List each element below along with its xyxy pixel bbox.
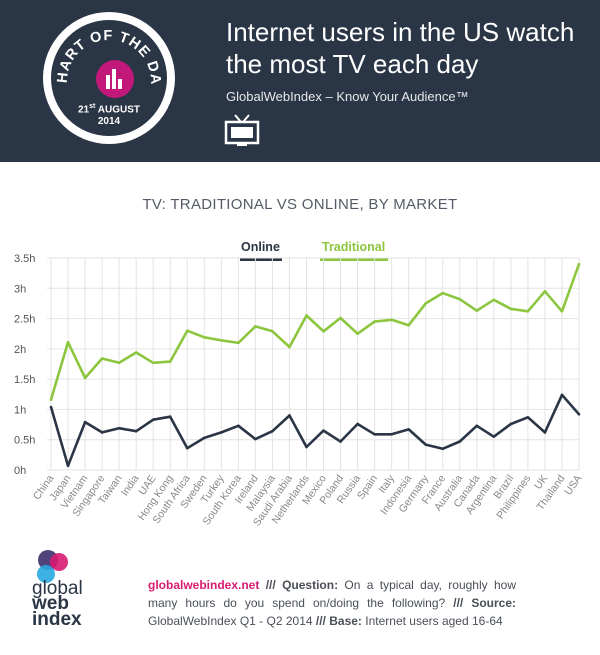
data-point-traditional (390, 318, 393, 322)
data-point-traditional (185, 329, 189, 332)
data-point-traditional (100, 357, 104, 360)
data-point-online (356, 422, 359, 426)
subtitle: GlobalWebIndex – Know Your Audience™ (226, 89, 469, 104)
y-tick-label: 2.5h (14, 314, 35, 326)
y-tick-label: 3h (14, 283, 26, 295)
data-point-traditional (202, 336, 206, 339)
data-point-traditional (509, 307, 513, 311)
data-point-online (66, 464, 70, 468)
data-point-online (339, 440, 342, 443)
data-point-traditional (560, 310, 564, 313)
data-point-online (577, 412, 581, 416)
site-link[interactable]: globalwebindex.net (148, 578, 260, 592)
data-point-online (202, 436, 206, 440)
data-point-online (526, 416, 530, 419)
y-tick-label: 3.5h (14, 253, 35, 265)
data-point-traditional (475, 309, 479, 312)
data-point-online (305, 445, 308, 449)
data-point-online (475, 424, 479, 428)
tv-icon (224, 114, 260, 146)
badge-inner: CHART OF THE DAY 21st AUGUST 2014 (51, 20, 167, 136)
data-point-online (83, 420, 87, 424)
data-point-online (151, 418, 155, 422)
data-point-traditional (288, 345, 291, 349)
legend-online-label: Online (241, 240, 280, 254)
data-point-online (492, 435, 496, 438)
badge-date-year: 2014 (97, 116, 121, 127)
data-point-online (509, 422, 513, 426)
data-point-online (134, 429, 138, 433)
series-line-traditional (49, 263, 581, 401)
data-point-online (49, 405, 53, 409)
data-point-traditional (577, 262, 581, 266)
data-point-traditional (271, 329, 274, 333)
legend-traditional-line (320, 258, 388, 261)
data-point-online (288, 414, 291, 417)
data-point-online (322, 429, 325, 432)
data-point-traditional (49, 398, 53, 402)
data-point-online (390, 432, 393, 436)
footer-source-note: globalwebindex.net /// Question: On a ty… (148, 578, 517, 628)
data-point-traditional (424, 302, 428, 305)
data-point-online (100, 431, 104, 434)
data-point-traditional (83, 376, 87, 380)
data-point-traditional (66, 340, 70, 344)
data-point-traditional (168, 360, 172, 363)
y-tick-label: 0.5h (14, 435, 35, 447)
y-tick-label: 0h (14, 465, 26, 477)
data-point-online (543, 431, 547, 434)
data-point-traditional (356, 332, 359, 336)
logo-line1: global (32, 578, 83, 599)
data-point-traditional (151, 361, 155, 365)
series-line-online (49, 393, 580, 468)
data-point-online (237, 424, 240, 428)
chart-of-the-day-badge: CHART OF THE DAY 21st AUGUST 2014 (43, 12, 175, 144)
data-point-traditional (220, 339, 223, 342)
line-chart: 0h0.5h1h1.5h2h2.5h3h3.5hChinaJapanVietna… (14, 253, 584, 528)
data-point-traditional (441, 291, 445, 295)
data-point-traditional (407, 323, 410, 327)
data-point-traditional (543, 290, 547, 293)
data-point-online (441, 447, 445, 451)
legend-traditional-label: Traditional (322, 240, 386, 254)
data-point-online (168, 415, 172, 418)
data-point-online (458, 440, 462, 443)
data-point-traditional (322, 329, 325, 333)
logo-line3: index (32, 609, 82, 630)
data-point-online (560, 393, 564, 397)
data-point-online (407, 428, 410, 431)
data-point-traditional (526, 310, 530, 313)
logo-line2: web (31, 593, 69, 614)
data-point-traditional (492, 298, 496, 302)
data-point-online (254, 437, 257, 441)
data-point-online (220, 431, 223, 434)
x-tick-label: USA (562, 473, 584, 498)
data-point-traditional (458, 297, 462, 301)
data-point-traditional (254, 325, 257, 328)
globalwebindex-logo: global web index (31, 550, 83, 630)
y-tick-label: 1.5h (14, 374, 35, 386)
data-point-online (271, 429, 274, 433)
data-point-traditional (237, 341, 240, 345)
data-point-traditional (305, 314, 308, 317)
data-point-traditional (339, 316, 342, 320)
data-point-traditional (373, 320, 376, 323)
chart-title: TV: TRADITIONAL VS ONLINE, BY MARKET (142, 196, 458, 213)
data-point-online (117, 426, 121, 430)
data-point-traditional (117, 361, 121, 365)
y-tick-label: 1h (14, 404, 26, 416)
x-tick-label: India (119, 473, 142, 499)
legend-online-line (240, 258, 282, 261)
data-point-traditional (134, 351, 138, 354)
page-title: Internet users in the US watch the most … (226, 17, 575, 79)
y-tick-label: 2h (14, 344, 26, 356)
bar-chart-icon (96, 60, 134, 98)
header-banner: CHART OF THE DAY 21st AUGUST 2014 Intern… (0, 0, 600, 162)
data-point-online (373, 432, 376, 436)
badge-date-line1: 21st AUGUST (77, 103, 140, 116)
data-point-online (424, 443, 428, 446)
data-point-online (185, 446, 189, 450)
